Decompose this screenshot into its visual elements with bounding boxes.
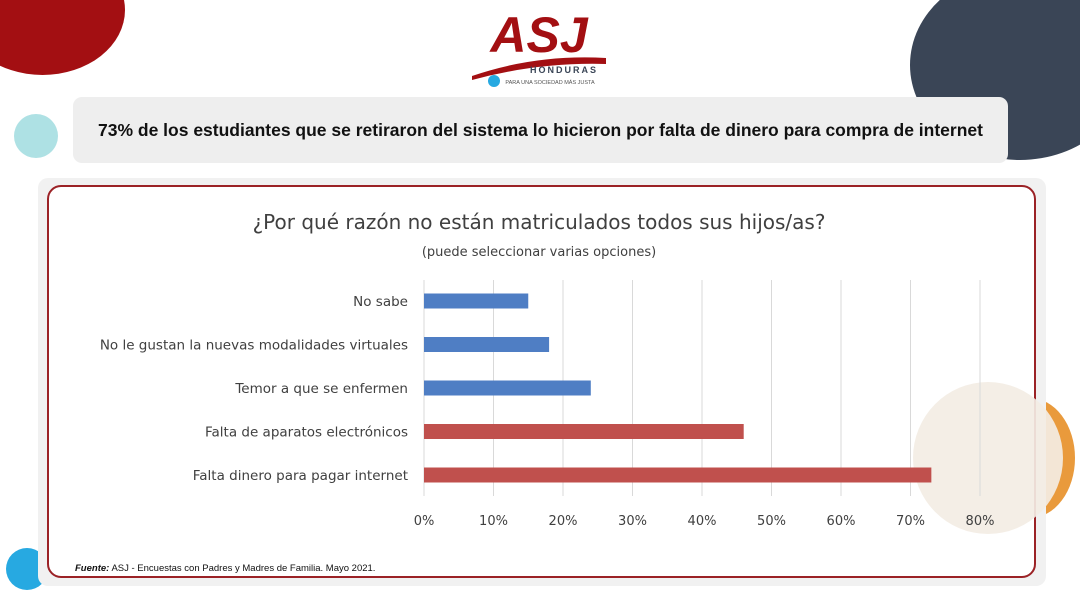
bar <box>424 293 529 309</box>
bar <box>424 424 744 439</box>
headline-banner: 73% de los estudiantes que se retiraron … <box>73 97 1008 163</box>
category-labels: No sabe No le gustan la nuevas modalidade… <box>100 294 408 484</box>
globe-icon <box>488 75 500 87</box>
x-tick-label: 10% <box>479 514 508 529</box>
x-tick-label: 70% <box>896 514 925 529</box>
x-tick-label: 30% <box>618 514 647 529</box>
x-tick-labels: 0% 10% 20% 30% 40% 50% 60% 70% 80% <box>414 514 995 529</box>
logo-tagline: PARA UNA SOCIEDAD MÁS JUSTA <box>505 79 595 86</box>
x-tick-label: 20% <box>549 514 578 529</box>
bar <box>424 337 550 352</box>
x-tick-label: 60% <box>827 514 856 529</box>
bars <box>424 293 932 483</box>
source-label: Fuente: <box>75 563 110 574</box>
asj-logo: ASJ HONDURAS PARA UNA SOCIEDAD MÁS JUSTA <box>472 7 606 87</box>
decor-circle-teal <box>14 114 58 158</box>
bar <box>424 467 932 483</box>
chart-subtitle: (puede seleccionar varias opciones) <box>422 245 656 260</box>
decor-circle-peach <box>913 382 1063 534</box>
category-label: Falta dinero para pagar internet <box>193 468 408 484</box>
category-label: No sabe <box>353 294 408 310</box>
x-tick-label: 50% <box>757 514 786 529</box>
source-text: ASJ - Encuestas con Padres y Madres de F… <box>111 563 376 574</box>
category-label: Falta de aparatos electrónicos <box>205 425 408 441</box>
category-label: No le gustan la nuevas modalidades virtu… <box>100 338 408 354</box>
source-note: Fuente: ASJ - Encuestas con Padres y Mad… <box>75 563 375 574</box>
category-label: Temor a que se enfermen <box>234 381 408 397</box>
x-tick-label: 40% <box>688 514 717 529</box>
headline-text: 73% de los estudiantes que se retiraron … <box>98 119 983 140</box>
bar <box>424 380 591 396</box>
chart-title: ¿Por qué razón no están matriculados tod… <box>253 210 826 234</box>
x-tick-label: 0% <box>414 514 435 529</box>
logo-country: HONDURAS <box>530 65 598 75</box>
logo-wordmark: ASJ <box>488 7 588 63</box>
x-tick-label: 80% <box>966 514 995 529</box>
